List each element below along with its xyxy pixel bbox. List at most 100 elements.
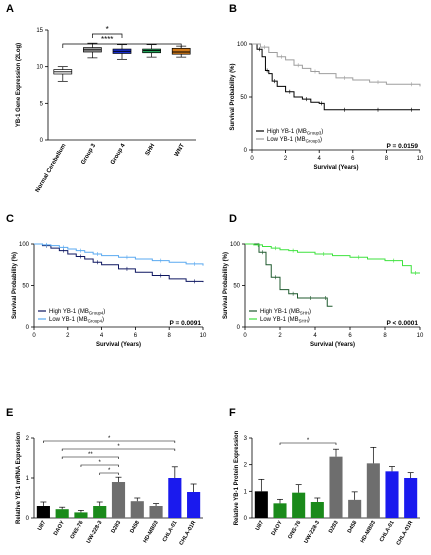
x-axis-label: Survival (Years) bbox=[96, 342, 141, 348]
significance-bracket bbox=[99, 472, 119, 475]
significance-bracket bbox=[43, 440, 176, 443]
x-tick-label: CHLA-01 bbox=[379, 520, 396, 543]
x-tick-label-group: Normal Cerebellum bbox=[35, 143, 68, 194]
panel-label-d: D bbox=[229, 213, 237, 225]
x-tick-label: CHLA-01R bbox=[179, 520, 198, 547]
y-tick-label: 0 bbox=[26, 516, 30, 522]
x-tick-label: 4 bbox=[313, 333, 317, 339]
x-tick-label: 8 bbox=[385, 156, 389, 162]
panel-label-a: A bbox=[6, 3, 14, 15]
significance-bracket bbox=[61, 448, 176, 451]
y-tick-label: 10 bbox=[36, 65, 43, 71]
x-tick-label-group: HD-MB03 bbox=[360, 520, 377, 544]
significance-star: * bbox=[307, 438, 310, 444]
x-tick-label: Normal Cerebellum bbox=[35, 143, 68, 194]
x-tick-label: D283 bbox=[110, 520, 122, 534]
km-curve-0 bbox=[252, 43, 420, 111]
x-tick-label-group: SHH bbox=[145, 143, 157, 157]
y-axis-label: Survival Probability (%) bbox=[230, 63, 236, 130]
legend-entry: Low YB-1 (MBSHH) bbox=[260, 317, 310, 324]
y-tick-label: 2 bbox=[26, 436, 30, 442]
significance-bracket bbox=[62, 43, 182, 48]
bar-3 bbox=[310, 502, 324, 518]
legend-entry: Low YB-1 (MBGroup4) bbox=[49, 317, 104, 324]
legend-entry: High YB-1 (MBGroup3) bbox=[267, 129, 323, 136]
x-tick-label-group: U87 bbox=[255, 520, 265, 532]
y-axis-label: Survival Probability (%) bbox=[12, 252, 18, 319]
legend-entry: Low YB-1 (MBGroup3) bbox=[267, 137, 322, 144]
x-tick-label-group: CHLA-01R bbox=[179, 520, 198, 547]
x-tick-label-group: UW-228-3 bbox=[303, 520, 321, 545]
bar-4 bbox=[111, 482, 126, 518]
x-tick-label: 0 bbox=[250, 156, 254, 162]
y-tick-label: 1 bbox=[244, 489, 248, 495]
x-tick-label: 0 bbox=[32, 333, 36, 339]
legend-entry: High YB-1 (MBSHH) bbox=[260, 309, 311, 316]
panel-label-b: B bbox=[229, 3, 237, 15]
km-curve-1 bbox=[34, 243, 204, 266]
p-value: P = 0.0159 bbox=[386, 143, 418, 150]
x-axis-label: Survival (Years) bbox=[313, 165, 358, 171]
x-tick-label: UW-228-3 bbox=[303, 520, 321, 545]
x-tick-label: ONS-76 bbox=[70, 520, 85, 540]
p-value: P < 0.0001 bbox=[386, 320, 418, 327]
y-axis-label: Survival Probability (%) bbox=[223, 252, 229, 319]
x-tick-label-group: HD-MB03 bbox=[142, 520, 159, 544]
y-axis-label-group: Relative YB-1 mRNA Expression bbox=[16, 432, 22, 524]
x-tick-label: 10 bbox=[200, 333, 207, 339]
bar-5 bbox=[348, 499, 362, 518]
y-tick-label: 15 bbox=[36, 28, 43, 34]
x-tick-label: SHH bbox=[145, 143, 157, 157]
bar-7 bbox=[168, 478, 182, 518]
y-tick-label: 50 bbox=[233, 284, 240, 290]
box-4 bbox=[171, 47, 191, 55]
x-tick-label: 2 bbox=[284, 156, 288, 162]
y-axis-label-group: Survival Probability (%) bbox=[223, 252, 229, 319]
y-axis-label-group: YB-1 Gene Expression (2Log) bbox=[16, 43, 22, 127]
x-tick-label: 0 bbox=[243, 333, 247, 339]
x-tick-label: 8 bbox=[383, 333, 387, 339]
y-tick-label: 0 bbox=[237, 325, 241, 331]
x-tick-label: D458 bbox=[347, 520, 359, 534]
significance-star: * bbox=[117, 444, 120, 450]
bar-5 bbox=[130, 501, 144, 518]
x-tick-label-group: UW-228-3 bbox=[86, 520, 104, 545]
x-tick-label: 10 bbox=[417, 156, 424, 162]
x-tick-label-group: D283 bbox=[328, 520, 340, 534]
x-tick-label: ONS-76 bbox=[287, 520, 302, 540]
x-tick-label-group: ONS-76 bbox=[287, 520, 302, 540]
y-tick-label: 0 bbox=[244, 148, 248, 154]
significance-star: * bbox=[108, 436, 111, 442]
x-tick-label: HD-MB03 bbox=[360, 520, 377, 544]
km-curve-0 bbox=[34, 243, 204, 283]
x-tick-label: DAOY bbox=[271, 520, 284, 537]
significance-star: **** bbox=[101, 35, 113, 44]
y-tick-label: 50 bbox=[22, 284, 29, 290]
y-tick-label: 1 bbox=[26, 476, 30, 482]
x-tick-label: U87 bbox=[255, 520, 265, 532]
y-tick-label: 0 bbox=[26, 325, 30, 331]
x-tick-label: Group 4 bbox=[110, 142, 127, 165]
x-tick-label: D283 bbox=[328, 520, 340, 534]
x-tick-label: DAOY bbox=[53, 520, 66, 537]
bar-6 bbox=[366, 463, 380, 518]
panel-label-c: C bbox=[6, 213, 14, 225]
km-curve-1 bbox=[252, 43, 421, 87]
panel-label-f: F bbox=[229, 407, 236, 419]
y-axis-label: Relative YB-1 Protein Expression bbox=[234, 430, 240, 525]
x-tick-label: D458 bbox=[129, 520, 141, 534]
x-tick-label-group: ONS-76 bbox=[70, 520, 85, 540]
bar-1 bbox=[55, 509, 69, 518]
p-value: P = 0.0091 bbox=[169, 320, 201, 327]
y-tick-label: 50 bbox=[240, 95, 247, 101]
x-tick-label-group: Group 3 bbox=[80, 142, 97, 165]
x-tick-label: 2 bbox=[66, 333, 70, 339]
bar-7 bbox=[385, 471, 399, 518]
x-tick-label-group: CHLA-01R bbox=[396, 520, 415, 547]
significance-bracket bbox=[61, 456, 119, 459]
bar-3 bbox=[93, 506, 107, 518]
x-tick-label: 4 bbox=[318, 156, 322, 162]
significance-star: * bbox=[108, 468, 111, 474]
y-tick-label: 100 bbox=[237, 42, 248, 48]
